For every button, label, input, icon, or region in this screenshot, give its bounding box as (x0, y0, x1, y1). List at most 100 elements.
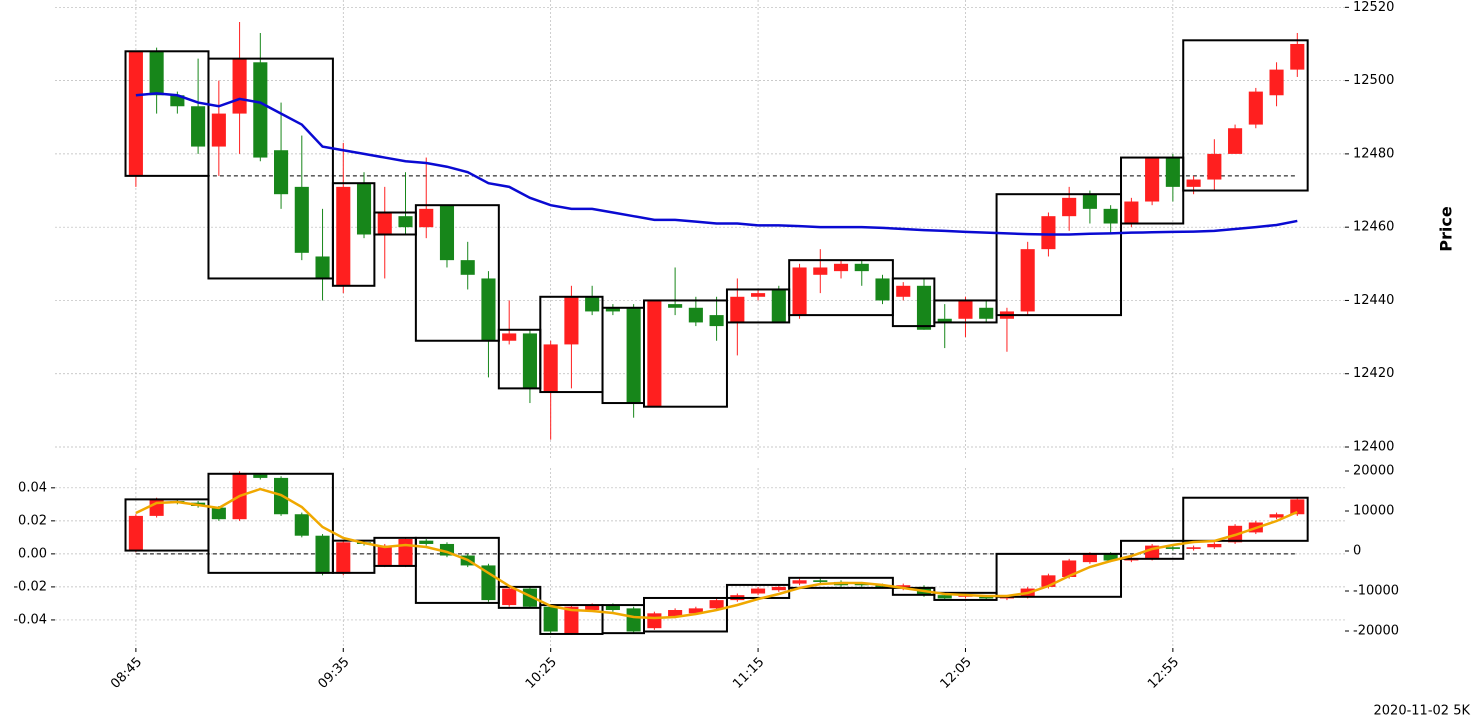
candle-body (439, 543, 455, 556)
candle-body (688, 307, 703, 323)
y-tick-label: 12460 (1353, 220, 1394, 235)
x-tick-label: 12:55 (1145, 655, 1182, 692)
y-tick-label: 0.04 (18, 480, 47, 495)
y2-tick-label: 10000 (1353, 504, 1394, 519)
candle-body (792, 580, 807, 584)
y-tick-label: 0.02 (18, 513, 47, 528)
candle-body (1207, 153, 1222, 180)
candle-body (751, 588, 766, 594)
candle-body (564, 606, 579, 634)
candle-body (1228, 128, 1243, 154)
candle-body (419, 208, 434, 228)
candle-body (232, 58, 247, 114)
x-tick-label: 11:15 (730, 655, 767, 692)
candle-body (502, 588, 517, 606)
candle-body (668, 610, 683, 617)
candle-body (1290, 43, 1305, 70)
candle-body (543, 344, 558, 393)
candle-body (1041, 216, 1056, 250)
candle-body (481, 278, 496, 341)
range-box (207, 472, 334, 574)
candle-body (1269, 514, 1284, 518)
y-axis-label: Price (1437, 206, 1456, 252)
candle-body (522, 333, 537, 389)
candle-body (854, 583, 869, 586)
candle-body (336, 186, 351, 286)
candle-body (274, 150, 289, 195)
candle-body (1124, 201, 1139, 224)
candle-body (896, 285, 911, 297)
candle-body (937, 595, 952, 599)
candle-body (771, 586, 786, 591)
candle-body (419, 540, 434, 544)
candle-body (813, 267, 828, 275)
candle-body (211, 507, 226, 520)
candle-body (916, 285, 932, 330)
candle-body (647, 613, 662, 629)
x-tick-label: 10:25 (523, 655, 560, 692)
candle-body (315, 535, 330, 574)
candle-body (1165, 547, 1180, 549)
candle-body (833, 263, 849, 272)
candle-body (253, 62, 268, 158)
x-tick-label: 09:35 (315, 655, 352, 692)
candle-body (315, 256, 330, 279)
y-tick-label: 12520 (1353, 0, 1394, 15)
range-box (414, 204, 500, 342)
y-tick-label: 12480 (1353, 146, 1394, 161)
footer: 2020-11-02 5K (1374, 704, 1471, 719)
candle-body (377, 212, 392, 235)
candle-body (149, 51, 164, 96)
range-box (643, 596, 728, 633)
range-box (497, 585, 542, 609)
candle-body (543, 606, 558, 632)
candle-body (1062, 197, 1077, 217)
candle-body (605, 605, 620, 611)
candle-body (1103, 553, 1118, 561)
candle-body (771, 289, 786, 323)
candle-body (688, 608, 703, 614)
candle-body (398, 539, 413, 566)
candle-body (439, 205, 455, 261)
x-tick-label: 08:45 (108, 655, 145, 692)
candle-body (1186, 179, 1201, 187)
candle-body (1062, 560, 1077, 577)
y-tick-label: 12420 (1353, 366, 1394, 381)
candle-body (211, 113, 226, 147)
y-tick-label: 12500 (1353, 73, 1394, 88)
candle-body (191, 106, 206, 147)
range-box (207, 57, 334, 280)
y-tick-label: -0.04 (13, 612, 47, 627)
y2-tick-label: 20000 (1353, 464, 1394, 479)
candle-body (730, 296, 745, 323)
candle-body (585, 296, 600, 312)
candle-body (1207, 543, 1222, 548)
range-box (995, 552, 1123, 598)
candle-body (1165, 157, 1180, 187)
indicator-line (135, 92, 1298, 236)
candle-body (377, 545, 392, 566)
candle-body (1248, 91, 1263, 125)
candle-body (979, 596, 994, 599)
candle-body (1041, 575, 1056, 587)
x-tick-label: 12:05 (938, 655, 975, 692)
candle-body (709, 315, 724, 327)
candle-body (170, 95, 185, 107)
candle-body (605, 307, 620, 312)
candle-body (1103, 208, 1118, 224)
candle-body (336, 542, 351, 574)
candle-body (1082, 194, 1097, 209)
candle-body (294, 514, 309, 536)
candle-body (585, 605, 600, 611)
y-tick-label: 12440 (1353, 293, 1394, 308)
candle-body (813, 580, 828, 582)
range-box (643, 299, 728, 408)
candle-body (1269, 69, 1284, 96)
range-box (1120, 539, 1185, 560)
candle-body (356, 183, 372, 235)
candle-body (751, 293, 766, 297)
y2-tick-label: 0 (1353, 544, 1361, 559)
candle-body (626, 307, 641, 404)
indicator-line (135, 487, 1298, 620)
